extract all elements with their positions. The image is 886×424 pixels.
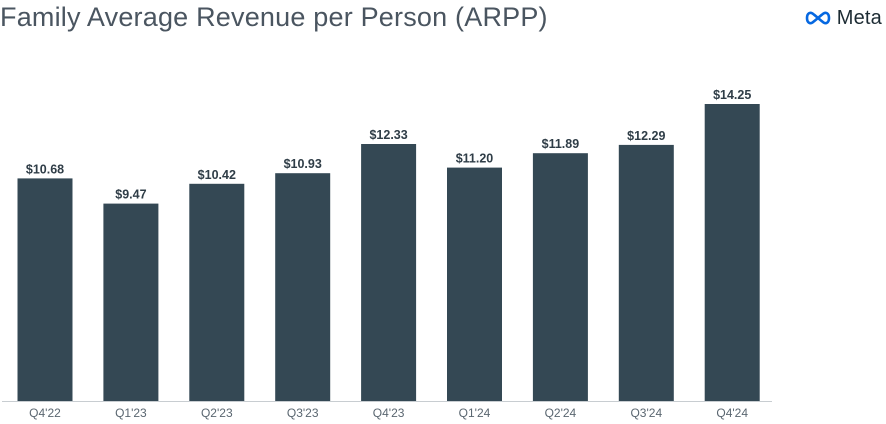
x-tick-label-6: Q2'24 [545, 406, 577, 420]
meta-logo: Meta [803, 7, 882, 29]
data-label-5: $11.20 [456, 152, 494, 166]
data-label-4: $12.33 [369, 128, 407, 142]
x-tick-label-5: Q1'24 [459, 406, 491, 420]
bar-0 [17, 178, 73, 401]
data-label-1: $9.47 [115, 188, 146, 202]
bar-3 [275, 173, 331, 401]
x-tick-label-1: Q1'23 [115, 406, 147, 420]
data-label-7: $12.29 [627, 129, 665, 143]
bar-1 [103, 203, 159, 401]
data-label-8: $14.25 [713, 88, 751, 102]
bar-5 [447, 167, 502, 401]
bar-6 [532, 153, 588, 401]
x-tick-label-8: Q4'24 [716, 406, 748, 420]
data-label-0: $10.68 [26, 162, 64, 176]
bar-8 [704, 104, 760, 401]
data-label-3: $10.93 [284, 157, 322, 171]
x-tick-label-3: Q3'23 [287, 406, 319, 420]
bar-7 [618, 144, 674, 401]
chart-title: Family Average Revenue per Person (ARPP) [0, 2, 548, 32]
x-tick-label-2: Q2'23 [201, 406, 233, 420]
x-tick-label-0: Q4'22 [29, 406, 61, 420]
data-label-6: $11.89 [542, 137, 580, 151]
x-tick-label-7: Q3'24 [630, 406, 662, 420]
bar-2 [189, 183, 245, 401]
brand-name: Meta [836, 7, 882, 29]
data-label-2: $10.42 [198, 168, 236, 182]
x-tick-label-4: Q4'23 [373, 406, 405, 420]
meta-infinity-icon [805, 11, 831, 25]
bar-4 [361, 144, 417, 401]
